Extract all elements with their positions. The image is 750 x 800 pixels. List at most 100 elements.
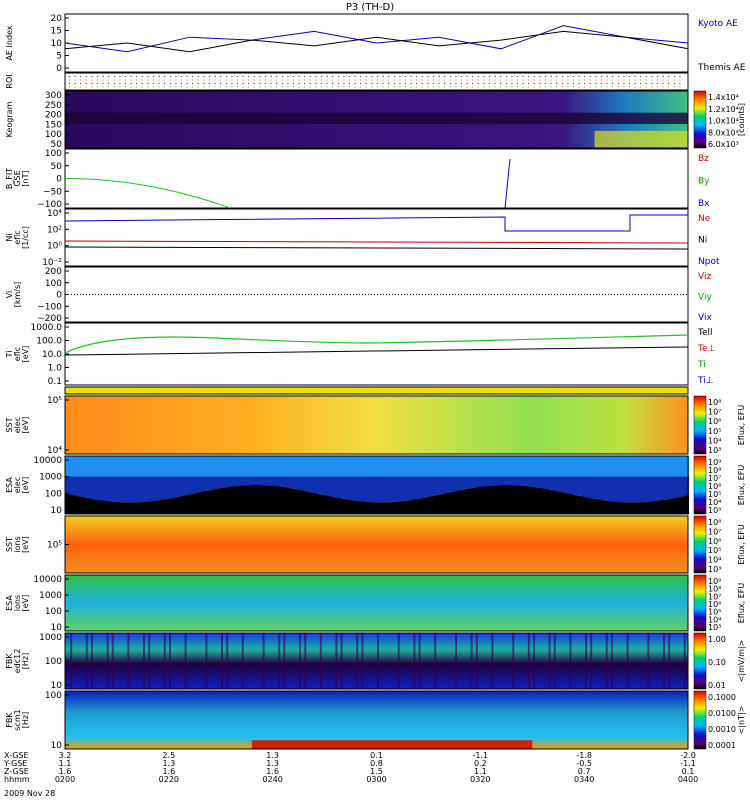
esae-cell (73, 476, 77, 496)
roi-dot (466, 76, 468, 77)
esae-cell (285, 476, 289, 488)
roi-dot (444, 86, 446, 88)
esae-cell (293, 476, 297, 489)
panel-sste-ytick: 10⁴ (47, 446, 62, 456)
roi-dot (662, 86, 664, 88)
roi-dot (147, 76, 149, 77)
esae-cell (677, 456, 681, 477)
esae-cell (185, 476, 189, 495)
esae-cell (521, 456, 525, 477)
esae-cell (473, 456, 477, 477)
fbk1-stripe (605, 633, 608, 689)
panel-vi-ytick: 0 (56, 291, 62, 301)
roi-dot (533, 83, 535, 84)
roi-dot (567, 86, 569, 88)
roi-dot (119, 76, 121, 77)
roi-dot (220, 86, 222, 88)
esae-cell (369, 502, 373, 514)
esae-cell (101, 456, 105, 477)
esae-cell (681, 496, 685, 514)
roi-dot (371, 79, 373, 81)
roi-dot (662, 76, 664, 77)
roi-dot (97, 83, 98, 84)
roi-dot (371, 83, 373, 84)
esae-cell (377, 502, 381, 514)
roi-dot (673, 79, 675, 81)
roi-dot (248, 86, 250, 88)
esae-cell (393, 501, 397, 514)
roi-dot (528, 83, 530, 84)
esae-cell (313, 492, 317, 514)
esae-cell (549, 489, 553, 514)
esae-cell (361, 501, 365, 514)
roi-dot (141, 76, 143, 77)
roi-dot (293, 83, 294, 84)
roi-dot (657, 79, 658, 81)
roi-dot (528, 79, 530, 81)
panel-ae-ytick: 10 (51, 39, 63, 49)
esae-cell (365, 456, 369, 477)
esae-cell (673, 476, 677, 498)
esae-cell (417, 476, 421, 499)
esae-cell (125, 456, 129, 477)
roi-dot (153, 83, 154, 84)
roi-dot (248, 76, 250, 77)
roi-dot (550, 83, 552, 84)
esae-cell (277, 456, 281, 477)
panel-esae-ytick: 100 (45, 489, 62, 499)
panel-ni-ytick: 10⁰ (47, 242, 62, 252)
roi-dot (634, 86, 636, 88)
esae-cell (337, 456, 341, 477)
roi-dot (237, 79, 238, 81)
esae-cell (189, 456, 193, 477)
roi-dot (276, 79, 278, 81)
panel-esai-ytick: 10 (51, 623, 63, 633)
esae-cell (661, 499, 665, 514)
roi-dot (410, 79, 412, 81)
roi-dot (315, 86, 317, 88)
esae-cell (133, 476, 137, 503)
roi-dot (617, 86, 619, 88)
footer-value: 1.3 (162, 759, 175, 768)
esae-cell (297, 456, 301, 477)
fbk1-stripe (548, 633, 551, 689)
esae-cell (361, 456, 365, 477)
roi-dot (573, 79, 574, 81)
esae-cell (317, 456, 321, 477)
esae-cell (225, 476, 229, 488)
footer-value: 0200 (55, 775, 75, 784)
roi-dot (321, 83, 322, 84)
esae-cell (577, 495, 581, 514)
roi-dot (231, 86, 233, 88)
roi-dot (253, 83, 255, 84)
roi-dot (679, 76, 681, 77)
footer-value: -2.0 (680, 751, 696, 760)
esae-cell (69, 456, 73, 477)
roi-dot (332, 86, 334, 88)
footer-value: -1.8 (576, 751, 592, 760)
esae-cell (101, 500, 105, 514)
colorbar-fbk1-label: 0.10 (708, 658, 726, 667)
esae-cell (309, 476, 313, 493)
roi-dot (147, 86, 149, 88)
fbk1-stripe (434, 633, 437, 689)
esae-cell (489, 476, 493, 486)
roi-dot (640, 79, 642, 81)
esae-cell (393, 476, 397, 502)
roi-dot (578, 76, 580, 77)
esae-cell (397, 501, 401, 514)
colorbar-keo-title: [counts] (737, 103, 746, 136)
esae-cell (129, 502, 133, 514)
esae-cell (209, 456, 213, 477)
panel-keo-ytick: 100 (45, 130, 62, 140)
colorbar-esai-label: 10⁶ (708, 600, 721, 609)
roi-dot (673, 76, 675, 77)
panel-esae-ylabel: elec (13, 477, 22, 493)
roi-dot (421, 76, 423, 77)
colorbar-fbk1-title: <|mV/m|> (737, 640, 746, 683)
legend-ni: Ne (698, 214, 711, 224)
roi-dot (130, 83, 132, 84)
roi-dot (270, 83, 272, 84)
colorbar-sste-label: 10³ (708, 446, 721, 455)
panel-sste-ytick: 10⁵ (47, 396, 62, 406)
